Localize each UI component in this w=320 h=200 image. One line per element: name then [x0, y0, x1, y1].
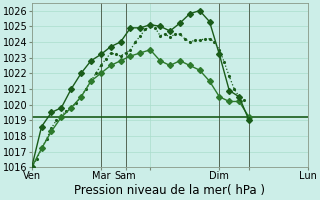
X-axis label: Pression niveau de la mer( hPa ): Pression niveau de la mer( hPa ) — [75, 184, 266, 197]
